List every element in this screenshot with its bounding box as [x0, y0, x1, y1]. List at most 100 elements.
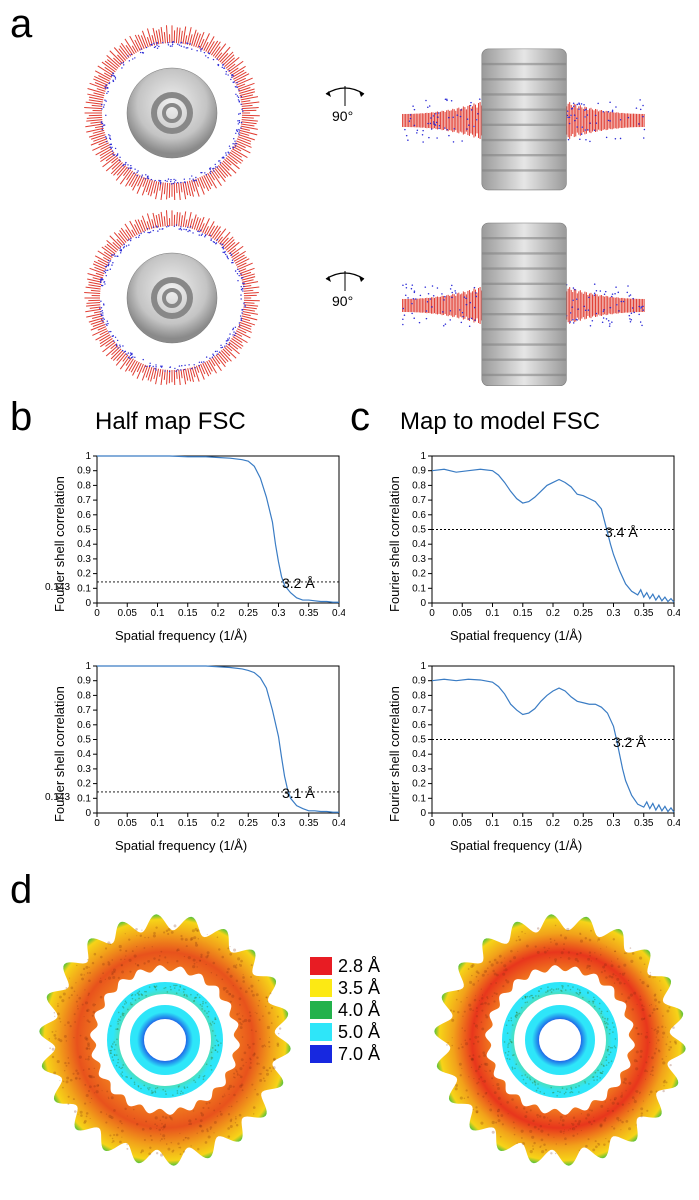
svg-text:0.7: 0.7 [77, 495, 91, 506]
angular-dist-top-1 [55, 25, 290, 200]
svg-text:0.2: 0.2 [412, 779, 426, 790]
angular-dist-side-2 [395, 210, 650, 385]
svg-text:0.2: 0.2 [77, 779, 91, 790]
xlabel-c1: Spatial frequency (1/Å) [450, 628, 582, 643]
svg-text:0.1: 0.1 [77, 583, 91, 594]
svg-text:1: 1 [420, 661, 426, 672]
svg-text:0.7: 0.7 [77, 705, 91, 716]
legend-swatch [310, 979, 332, 997]
svg-text:0.6: 0.6 [77, 720, 91, 731]
legend-row: 3.5 Å [310, 977, 380, 999]
svg-text:0.1: 0.1 [486, 818, 500, 829]
fsc-chart-b1: 00.050.10.150.20.250.30.350.400.10.20.30… [65, 450, 345, 625]
legend-label: 5.0 Å [338, 1022, 380, 1043]
svg-text:0.6: 0.6 [77, 510, 91, 521]
svg-text:0.1: 0.1 [486, 608, 500, 619]
legend-row: 4.0 Å [310, 999, 380, 1021]
svg-text:0.1: 0.1 [151, 608, 165, 619]
xlabel-b1: Spatial frequency (1/Å) [115, 628, 247, 643]
svg-text:0.8: 0.8 [412, 690, 426, 701]
panel-b-title: Half map FSC [95, 408, 246, 436]
svg-text:0.05: 0.05 [453, 818, 473, 829]
svg-text:0.15: 0.15 [178, 608, 198, 619]
svg-text:0.6: 0.6 [412, 720, 426, 731]
res-label-b1: 3.2 Å [282, 575, 315, 591]
svg-text:0.4: 0.4 [412, 539, 426, 550]
svg-text:0: 0 [420, 598, 426, 609]
svg-text:0.5: 0.5 [77, 525, 91, 536]
svg-text:0: 0 [429, 818, 435, 829]
svg-text:0.4: 0.4 [332, 818, 345, 829]
svg-text:0: 0 [85, 598, 91, 609]
svg-text:0.35: 0.35 [299, 818, 319, 829]
svg-text:0.25: 0.25 [574, 818, 594, 829]
svg-text:0.4: 0.4 [667, 818, 680, 829]
legend-label: 2.8 Å [338, 956, 380, 977]
res-label-b2: 3.1 Å [282, 785, 315, 801]
svg-text:0.05: 0.05 [118, 818, 138, 829]
legend-swatch [310, 1045, 332, 1063]
svg-text:0.3: 0.3 [607, 608, 621, 619]
svg-text:1: 1 [85, 451, 91, 462]
svg-text:0.4: 0.4 [667, 608, 680, 619]
svg-text:0.8: 0.8 [77, 690, 91, 701]
panel-letter-c: c [350, 395, 370, 440]
density-top-icon [127, 253, 217, 343]
angular-dist-side-1 [395, 25, 650, 200]
ylabel-c1: Fourier shell correlation [387, 476, 402, 612]
legend-row: 5.0 Å [310, 1021, 380, 1043]
svg-text:0.2: 0.2 [412, 569, 426, 580]
density-top-icon [127, 68, 217, 158]
svg-text:0.3: 0.3 [272, 608, 286, 619]
svg-text:0.7: 0.7 [412, 495, 426, 506]
svg-text:0.1: 0.1 [412, 793, 426, 804]
legend-row: 7.0 Å [310, 1043, 380, 1065]
svg-text:0.05: 0.05 [118, 608, 138, 619]
svg-text:0.4: 0.4 [332, 608, 345, 619]
svg-text:0.15: 0.15 [513, 818, 533, 829]
svg-text:0.15: 0.15 [178, 818, 198, 829]
svg-text:0.9: 0.9 [412, 676, 426, 687]
legend-swatch [310, 957, 332, 975]
thresh-tick-b1: 0.143 [45, 582, 70, 593]
density-side-icon [482, 49, 567, 190]
resolution-legend: 2.8 Å 3.5 Å 4.0 Å 5.0 Å 7.0 Å [310, 955, 380, 1065]
svg-text:0.3: 0.3 [77, 764, 91, 775]
svg-text:0.2: 0.2 [546, 818, 560, 829]
legend-label: 3.5 Å [338, 978, 380, 999]
svg-text:0.4: 0.4 [412, 749, 426, 760]
svg-text:0.35: 0.35 [299, 608, 319, 619]
res-label-c2: 3.2 Å [613, 734, 646, 750]
local-resolution-map-1 [35, 910, 295, 1175]
svg-text:0: 0 [420, 808, 426, 819]
svg-text:0.7: 0.7 [412, 705, 426, 716]
svg-text:0.3: 0.3 [412, 764, 426, 775]
local-resolution-map-2 [430, 910, 690, 1175]
legend-row: 2.8 Å [310, 955, 380, 977]
svg-text:0.35: 0.35 [634, 608, 654, 619]
svg-text:0.8: 0.8 [412, 480, 426, 491]
legend-label: 4.0 Å [338, 1000, 380, 1021]
svg-text:0.6: 0.6 [412, 510, 426, 521]
panel-c-title: Map to model FSC [400, 408, 600, 436]
svg-text:0.1: 0.1 [412, 583, 426, 594]
legend-swatch [310, 1023, 332, 1041]
svg-text:0.3: 0.3 [412, 554, 426, 565]
svg-text:0: 0 [429, 608, 435, 619]
xlabel-c2: Spatial frequency (1/Å) [450, 838, 582, 853]
svg-text:0.3: 0.3 [607, 818, 621, 829]
svg-text:0.2: 0.2 [546, 608, 560, 619]
panel-letter-b: b [10, 395, 32, 440]
legend-swatch [310, 1001, 332, 1019]
svg-text:0.5: 0.5 [77, 735, 91, 746]
svg-text:0.05: 0.05 [453, 608, 473, 619]
svg-text:0.4: 0.4 [77, 539, 91, 550]
svg-text:1: 1 [85, 661, 91, 672]
svg-text:0.25: 0.25 [239, 608, 259, 619]
svg-text:0.5: 0.5 [412, 525, 426, 536]
svg-text:0.1: 0.1 [77, 793, 91, 804]
svg-text:0.2: 0.2 [77, 569, 91, 580]
svg-text:0.2: 0.2 [211, 818, 225, 829]
svg-text:0.25: 0.25 [239, 818, 259, 829]
svg-text:0.3: 0.3 [77, 554, 91, 565]
